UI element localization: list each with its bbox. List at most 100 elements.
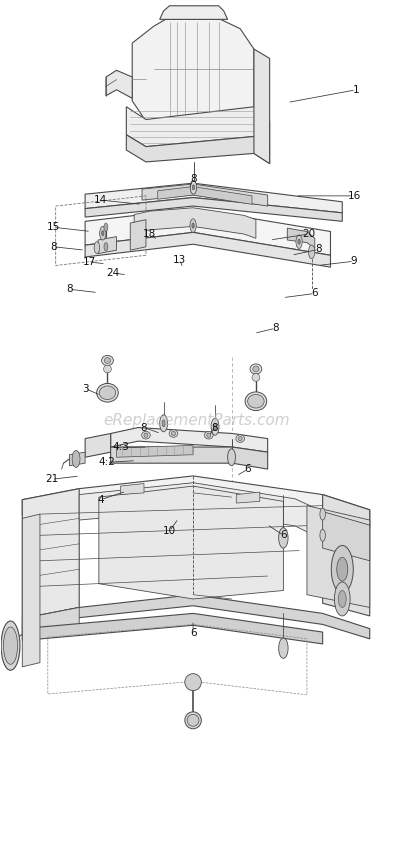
Polygon shape [111, 428, 268, 452]
Circle shape [190, 218, 196, 232]
Text: 3: 3 [82, 383, 88, 394]
Text: 16: 16 [348, 191, 361, 201]
Polygon shape [22, 614, 323, 644]
Text: 21: 21 [45, 474, 58, 484]
Ellipse shape [185, 674, 201, 690]
Circle shape [214, 423, 217, 430]
Polygon shape [121, 484, 144, 495]
Circle shape [320, 530, 325, 541]
Text: 10: 10 [163, 526, 176, 536]
Circle shape [100, 226, 106, 240]
Text: 15: 15 [47, 222, 60, 232]
Circle shape [72, 450, 80, 468]
Polygon shape [79, 483, 323, 540]
Text: 20: 20 [302, 229, 316, 239]
Circle shape [94, 241, 100, 253]
Text: 8: 8 [211, 422, 218, 433]
Ellipse shape [102, 355, 113, 366]
Ellipse shape [4, 627, 18, 665]
Polygon shape [323, 512, 370, 561]
Polygon shape [126, 135, 269, 164]
Circle shape [160, 415, 167, 432]
Polygon shape [160, 6, 228, 20]
Circle shape [192, 184, 195, 190]
Ellipse shape [141, 431, 150, 439]
Ellipse shape [204, 431, 213, 439]
Text: 13: 13 [173, 254, 186, 264]
Circle shape [104, 242, 108, 251]
Ellipse shape [238, 436, 242, 440]
Polygon shape [69, 452, 85, 466]
Text: 6: 6 [245, 464, 251, 474]
Text: 1: 1 [353, 85, 359, 95]
Circle shape [190, 180, 197, 194]
Ellipse shape [236, 434, 245, 442]
Circle shape [192, 223, 194, 228]
Polygon shape [22, 476, 370, 527]
Ellipse shape [253, 366, 259, 372]
Polygon shape [111, 447, 268, 469]
Polygon shape [85, 208, 331, 255]
Text: 8: 8 [315, 244, 322, 254]
Ellipse shape [1, 621, 20, 671]
Polygon shape [236, 492, 260, 503]
Ellipse shape [207, 433, 211, 437]
Polygon shape [142, 184, 268, 206]
Text: 9: 9 [351, 256, 357, 266]
Polygon shape [117, 445, 193, 457]
Circle shape [337, 558, 348, 581]
Text: 4:2: 4:2 [98, 457, 115, 468]
Ellipse shape [245, 392, 267, 411]
Circle shape [162, 420, 165, 427]
Ellipse shape [144, 433, 148, 437]
Text: 18: 18 [143, 229, 156, 239]
Text: 14: 14 [94, 196, 108, 205]
Text: 6: 6 [280, 530, 287, 541]
Text: 24: 24 [106, 268, 119, 278]
Circle shape [338, 591, 346, 608]
Circle shape [296, 235, 302, 248]
Circle shape [279, 638, 288, 659]
Polygon shape [130, 219, 146, 250]
Polygon shape [254, 49, 269, 164]
Polygon shape [307, 506, 370, 608]
Circle shape [320, 508, 325, 520]
Polygon shape [85, 434, 111, 457]
Ellipse shape [169, 429, 178, 437]
Polygon shape [22, 595, 370, 639]
Circle shape [331, 546, 353, 593]
Circle shape [211, 418, 219, 435]
Ellipse shape [104, 366, 112, 373]
Ellipse shape [248, 394, 264, 408]
Text: 6: 6 [312, 288, 318, 298]
Polygon shape [158, 186, 252, 204]
Polygon shape [134, 207, 256, 238]
Circle shape [309, 245, 315, 258]
Circle shape [279, 528, 288, 548]
Polygon shape [22, 514, 40, 667]
Polygon shape [126, 107, 269, 150]
Ellipse shape [185, 711, 201, 728]
Polygon shape [22, 489, 79, 619]
Ellipse shape [250, 364, 262, 374]
Text: eReplacementParts.com: eReplacementParts.com [104, 413, 290, 428]
Text: 4: 4 [97, 495, 104, 505]
Ellipse shape [97, 383, 118, 402]
Polygon shape [287, 228, 315, 248]
Circle shape [228, 449, 236, 466]
Polygon shape [106, 71, 132, 99]
Text: 8: 8 [66, 284, 73, 294]
Polygon shape [85, 197, 342, 221]
Polygon shape [323, 495, 370, 616]
Ellipse shape [252, 374, 260, 382]
Ellipse shape [187, 714, 199, 726]
Polygon shape [132, 20, 254, 130]
Polygon shape [85, 183, 342, 212]
Text: 8: 8 [141, 422, 147, 433]
Polygon shape [22, 608, 79, 640]
Polygon shape [99, 486, 283, 599]
Circle shape [104, 223, 108, 231]
Polygon shape [98, 236, 117, 253]
Text: 8: 8 [272, 323, 279, 333]
Polygon shape [85, 232, 331, 267]
